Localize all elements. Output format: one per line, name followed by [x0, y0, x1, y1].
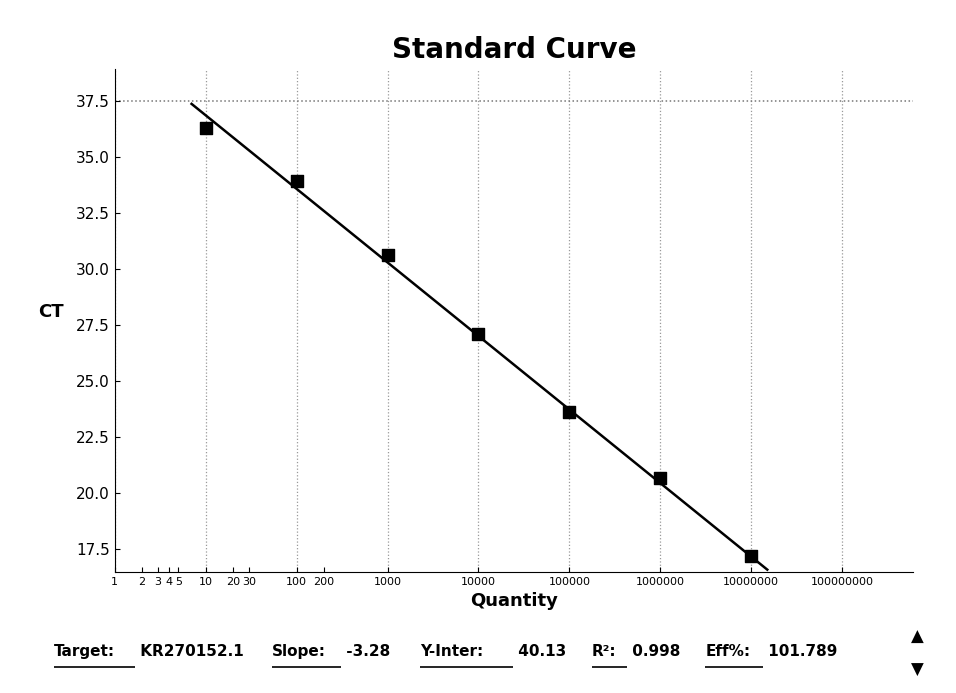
Text: Eff%:: Eff%:	[706, 644, 750, 659]
Text: ▲: ▲	[911, 628, 924, 646]
Point	[562, 407, 577, 418]
Text: Target:: Target:	[54, 644, 115, 659]
Text: 101.789: 101.789	[763, 644, 837, 659]
X-axis label: Quantity: Quantity	[470, 592, 557, 610]
Text: 40.13: 40.13	[513, 644, 576, 659]
Point	[653, 472, 668, 483]
Point	[744, 550, 759, 561]
Text: R²:: R²:	[592, 644, 617, 659]
Point	[289, 176, 304, 187]
Text: KR270152.1: KR270152.1	[135, 644, 254, 659]
Point	[470, 328, 486, 340]
Text: ▼: ▼	[911, 660, 924, 678]
Text: 0.998: 0.998	[626, 644, 690, 659]
Point	[198, 122, 213, 133]
Text: Y-Inter:: Y-Inter:	[420, 644, 484, 659]
Text: -3.28: -3.28	[341, 644, 402, 659]
Point	[380, 250, 395, 261]
Y-axis label: CT: CT	[38, 303, 64, 320]
Title: Standard Curve: Standard Curve	[392, 36, 636, 64]
Text: Slope:: Slope:	[272, 644, 326, 659]
